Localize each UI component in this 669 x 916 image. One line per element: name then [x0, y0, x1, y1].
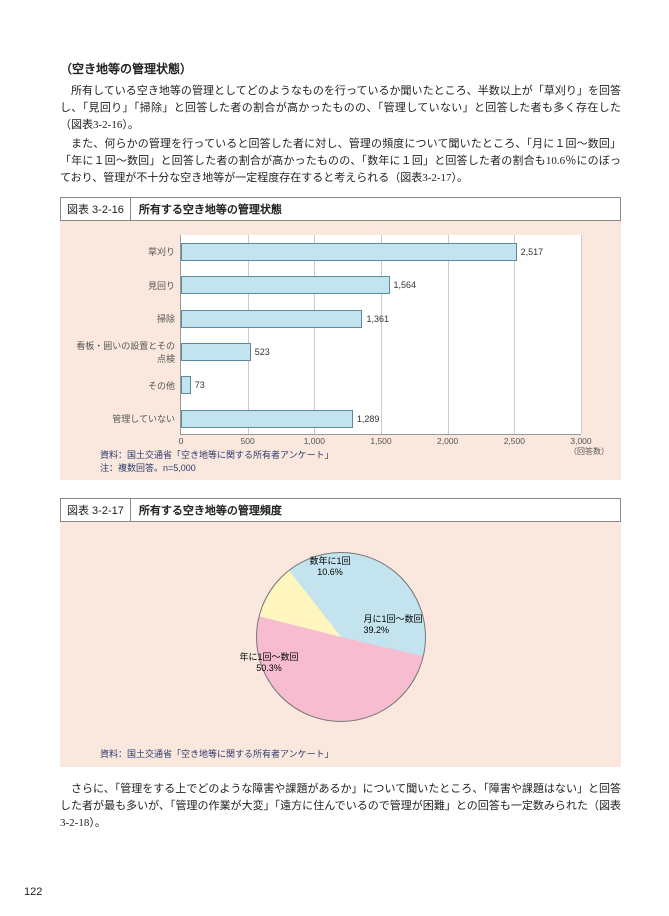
bar-value: 1,361: [366, 314, 389, 324]
bar-value: 523: [255, 347, 270, 357]
bar-rect: [181, 343, 251, 361]
pie-label: 月に1回～数回39.2%: [364, 614, 423, 636]
x-tick: 2,500: [504, 436, 525, 446]
bar-label: 掃除: [71, 312, 181, 325]
paragraph-1: 所有している空き地等の管理としてどのようなものを行っているか聞いたところ、半数以…: [60, 83, 621, 134]
bar-value: 1,564: [394, 280, 417, 290]
fig2-header: 図表 3-2-17 所有する空き地等の管理頻度: [60, 498, 621, 522]
gridline: [581, 235, 582, 434]
bar-row: 掃除1,361: [181, 309, 581, 329]
fig1-source: 資料：国土交通省「空き地等に関する所有者アンケート」 注：複数回答。n=5,00…: [100, 449, 611, 474]
bar-label: 看板・囲いの設置とその点検: [71, 339, 181, 365]
bar-value: 73: [195, 380, 205, 390]
bar-rect: [181, 310, 362, 328]
pie-label: 年に1回～数回50.3%: [240, 652, 299, 674]
x-tick: 0: [179, 436, 184, 446]
bar-row: その他73: [181, 375, 581, 395]
gridline: [514, 235, 515, 434]
x-tick: 2,000: [437, 436, 458, 446]
gridline: [448, 235, 449, 434]
bar-row: 看板・囲いの設置とその点検523: [181, 342, 581, 362]
pie-slice-name: 月に1回～数回: [364, 614, 423, 625]
fig1-source-line1: 資料：国土交通省「空き地等に関する所有者アンケート」: [100, 449, 611, 462]
pie-label: 数年に1回10.6%: [310, 556, 351, 578]
pie-slice-pct: 50.3%: [240, 663, 299, 674]
pie-slice-name: 数年に1回: [310, 556, 351, 567]
pie-slice-name: 年に1回～数回: [240, 652, 299, 663]
fig1-source-line2: 注：複数回答。n=5,000: [100, 462, 611, 475]
x-tick: 3,000: [570, 436, 591, 446]
fig1-header: 図表 3-2-16 所有する空き地等の管理状態: [60, 197, 621, 221]
x-tick: 500: [241, 436, 255, 446]
bar-value: 2,517: [521, 247, 544, 257]
gridline: [314, 235, 315, 434]
section-title: （空き地等の管理状態）: [60, 60, 621, 77]
bar-chart: （回答数） 05001,0001,5002,0002,5003,000草刈り2,…: [180, 235, 581, 435]
bar-row: 管理していない1,289: [181, 409, 581, 429]
fig2-number: 図表 3-2-17: [61, 499, 131, 521]
fig1-title: 所有する空き地等の管理状態: [131, 198, 620, 220]
gridline: [248, 235, 249, 434]
fig2-title: 所有する空き地等の管理頻度: [131, 499, 620, 521]
paragraph-2: また、何らかの管理を行っていると回答した者に対し、管理の頻度について聞いたところ…: [60, 136, 621, 187]
x-tick: 1,000: [304, 436, 325, 446]
bar-rect: [181, 276, 390, 294]
fig1-number: 図表 3-2-16: [61, 198, 131, 220]
x-tick: 1,500: [370, 436, 391, 446]
closing-paragraph: さらに、「管理をする上でどのような障害や課題があるか」について聞いたところ、「障…: [60, 781, 621, 832]
bar-row: 見回り1,564: [181, 275, 581, 295]
pie-chart: 月に1回～数回39.2%年に1回～数回50.3%数年に1回10.6%: [246, 542, 436, 732]
bar-label: 見回り: [71, 279, 181, 292]
page-number: 122: [24, 886, 42, 898]
bar-label: 管理していない: [71, 412, 181, 425]
fig2-panel: 月に1回～数回39.2%年に1回～数回50.3%数年に1回10.6% 資料：国土…: [60, 522, 621, 767]
gridline: [381, 235, 382, 434]
bar-rect: [181, 410, 353, 428]
pie-slice-pct: 39.2%: [364, 625, 423, 636]
pie-slice-pct: 10.6%: [310, 567, 351, 578]
bar-label: その他: [71, 379, 181, 392]
bar-value: 1,289: [357, 414, 380, 424]
bar-rect: [181, 376, 191, 394]
fig1-panel: （回答数） 05001,0001,5002,0002,5003,000草刈り2,…: [60, 221, 621, 480]
fig2-source: 資料：国土交通省「空き地等に関する所有者アンケート」: [100, 748, 611, 761]
bar-rect: [181, 243, 517, 261]
x-unit: （回答数）: [569, 446, 609, 457]
bar-row: 草刈り2,517: [181, 242, 581, 262]
bar-label: 草刈り: [71, 245, 181, 258]
